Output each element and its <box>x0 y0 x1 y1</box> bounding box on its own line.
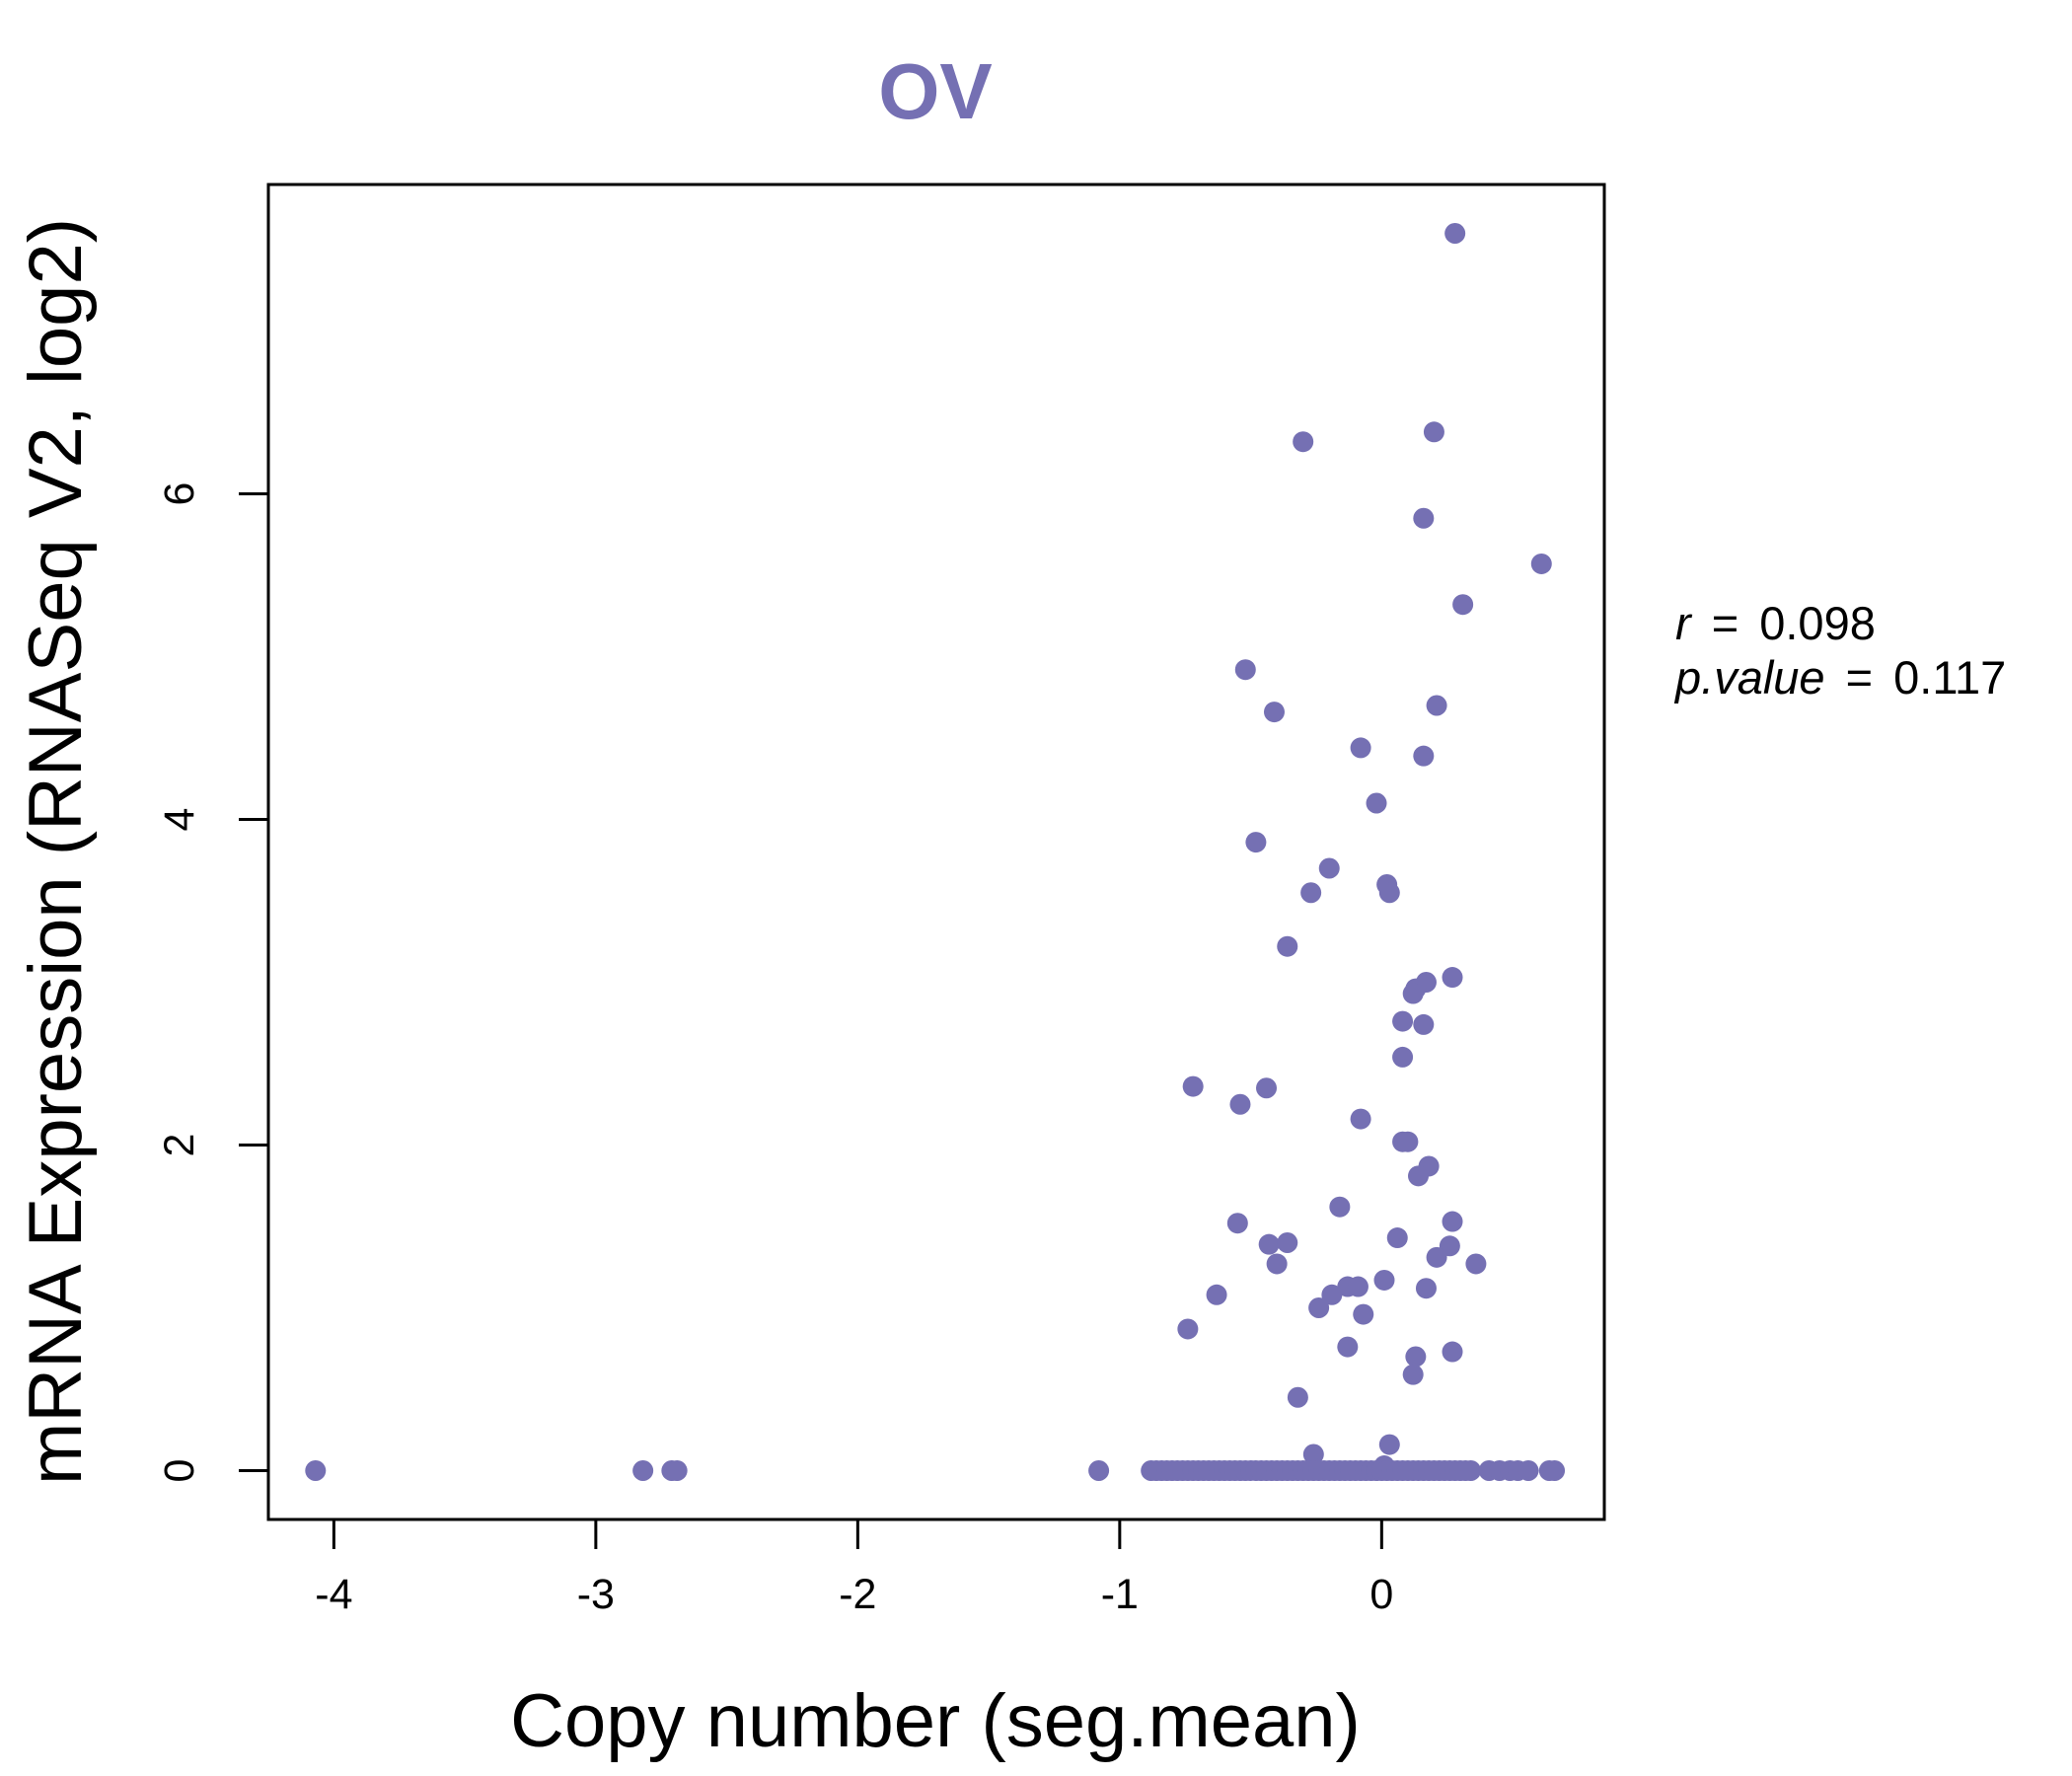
data-point <box>1318 857 1340 879</box>
data-point <box>1413 745 1435 767</box>
data-point <box>1182 1075 1204 1097</box>
data-point <box>1287 1386 1308 1408</box>
x-axis-title: Copy number (seg.mean) <box>510 1679 1361 1763</box>
x-tick-label: -2 <box>839 1571 876 1618</box>
r-label: r <box>1675 597 1693 649</box>
data-point <box>1321 1284 1343 1305</box>
data-point <box>1263 702 1285 723</box>
y-tick-label: 2 <box>156 1134 203 1157</box>
x-tick-label: -3 <box>577 1571 615 1618</box>
p-value: 0.117 <box>1893 651 2006 703</box>
y-axis: 0 2 4 6 <box>156 482 270 1483</box>
x-tick-label: -1 <box>1101 1571 1139 1618</box>
data-point <box>1530 553 1552 574</box>
chart-title: OV <box>878 47 993 135</box>
y-axis-title: mRNA Expression (RNASeq V2, log2) <box>14 218 98 1485</box>
r-annotation: r = 0.098 <box>1675 597 1876 649</box>
data-point <box>666 1460 688 1481</box>
data-point <box>1088 1460 1110 1481</box>
data-point <box>1258 1233 1280 1255</box>
x-axis: -4 -3 -2 -1 0 <box>315 1517 1393 1618</box>
data-point <box>1177 1318 1199 1340</box>
data-point <box>1402 983 1424 1004</box>
data-point <box>1423 421 1444 443</box>
data-point <box>1277 935 1298 957</box>
data-point <box>1347 1276 1369 1297</box>
data-point <box>1373 1269 1395 1291</box>
data-point <box>1465 1253 1487 1275</box>
data-point <box>1245 832 1267 853</box>
data-point <box>1277 1232 1298 1253</box>
data-point <box>1302 1443 1324 1465</box>
data-point <box>1206 1284 1227 1305</box>
data-point <box>1408 1165 1430 1187</box>
data-point <box>1442 1341 1463 1363</box>
data-point <box>1392 1010 1414 1032</box>
data-point <box>1229 1093 1251 1115</box>
data-point <box>632 1460 654 1481</box>
data-point <box>1397 1131 1419 1152</box>
data-point <box>1386 1227 1408 1249</box>
x-tick-label: 0 <box>1369 1571 1393 1618</box>
data-points <box>305 223 1566 1481</box>
y-tick-label: 0 <box>156 1459 203 1483</box>
data-point <box>1329 1196 1351 1218</box>
r-value: 0.098 <box>1759 597 1876 649</box>
data-point <box>305 1460 327 1481</box>
data-point <box>1413 507 1435 529</box>
data-point <box>1392 1046 1414 1068</box>
data-point <box>1452 594 1474 616</box>
data-point <box>1266 1253 1288 1275</box>
p-annotation: p.value = 0.117 <box>1673 651 2006 703</box>
data-point <box>1234 659 1256 681</box>
data-point <box>1353 1303 1374 1325</box>
data-point <box>1426 1246 1447 1268</box>
data-point <box>1300 882 1322 904</box>
data-point <box>1442 967 1463 989</box>
data-point <box>1442 1211 1463 1232</box>
x-tick-label: -4 <box>315 1571 352 1618</box>
data-point <box>1517 1460 1539 1481</box>
plot-frame <box>266 183 1606 1521</box>
y-tick-label: 4 <box>156 808 203 832</box>
data-point <box>1308 1297 1330 1318</box>
y-tick-label: 6 <box>156 482 203 506</box>
data-point <box>1405 1346 1427 1368</box>
data-point <box>1350 1108 1371 1130</box>
data-point <box>1378 1434 1400 1455</box>
p-label: p.value <box>1673 651 1825 703</box>
data-point <box>1413 1013 1435 1035</box>
data-point <box>1460 1460 1482 1481</box>
data-point <box>1226 1213 1248 1234</box>
data-point <box>1426 695 1447 716</box>
data-point <box>1378 882 1400 904</box>
data-point <box>1256 1077 1278 1099</box>
data-point <box>1544 1460 1566 1481</box>
data-point <box>1402 1364 1424 1385</box>
data-point <box>1350 737 1371 759</box>
data-point <box>1293 431 1314 453</box>
data-point <box>1444 223 1466 244</box>
data-point <box>1366 792 1387 814</box>
data-point <box>1337 1336 1359 1358</box>
data-point <box>1415 1278 1437 1299</box>
